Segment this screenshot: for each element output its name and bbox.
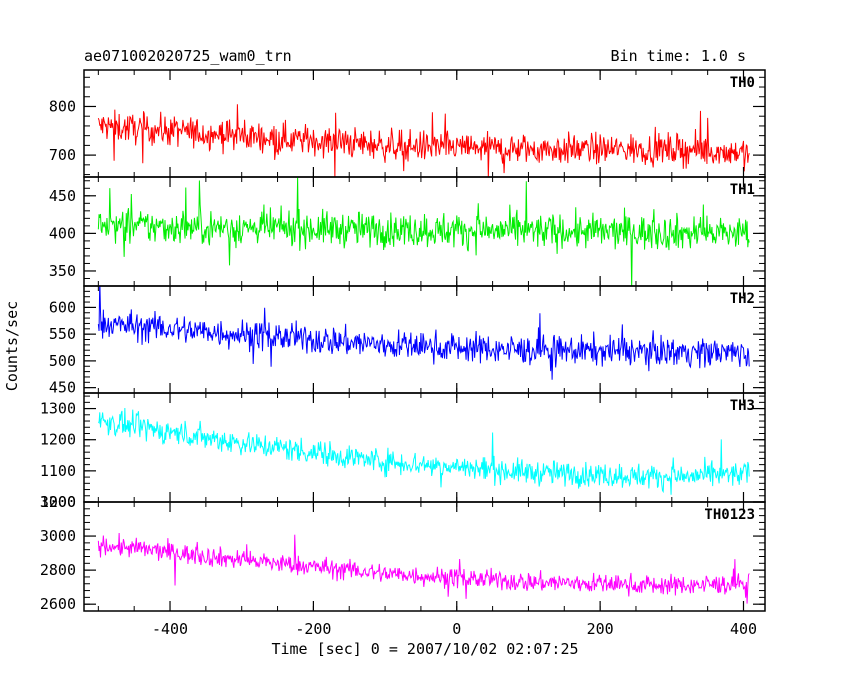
y-tick-label: 3000 <box>40 527 76 545</box>
y-tick-label: 450 <box>49 379 76 397</box>
y-tick-label: 1300 <box>40 400 76 418</box>
series-th2 <box>97 286 750 380</box>
panel-th0: 700 800 TH0 <box>49 69 766 178</box>
y-tick-label: 3200 <box>40 493 76 511</box>
y-tick-label: 1100 <box>40 462 76 480</box>
bin-time-label: Bin time: 1.0 s <box>611 47 746 65</box>
x-tick-label: -200 <box>295 620 331 638</box>
y-tick-label: 1200 <box>40 431 76 449</box>
x-tick-label: 400 <box>730 620 757 638</box>
series-th1 <box>97 177 750 286</box>
y-tick-label: 500 <box>49 352 76 370</box>
series-th0123 <box>97 533 750 604</box>
panel-label: TH2 <box>730 291 755 307</box>
y-tick-label: 350 <box>49 262 76 280</box>
y-tick-label: 2800 <box>40 561 76 579</box>
panel-label: TH1 <box>730 182 755 198</box>
x-axis-label: Time [sec] 0 = 2007/10/02 02:07:25 <box>271 640 578 658</box>
y-axis-label: Counts/sec <box>3 301 21 391</box>
panel-frame <box>83 392 766 503</box>
panel-th0123: 2600 2800 3000 3200 TH0123 <box>40 493 766 613</box>
panel-label: TH3 <box>730 398 755 414</box>
y-tick-label: 600 <box>49 298 76 316</box>
panel-label: TH0 <box>730 75 755 91</box>
y-tick-label: 1000 <box>40 493 76 511</box>
panel-th2: 450 500 550 600 TH2 <box>49 285 766 397</box>
x-tick-label: 200 <box>587 620 614 638</box>
chart-title: ae071002020725_wam0_trn <box>84 47 292 65</box>
y-tick-label: 400 <box>49 224 76 242</box>
panel-th1: 350 400 450 TH1 <box>49 176 766 287</box>
series-th0 <box>97 104 750 177</box>
x-tick-label: 0 <box>452 620 461 638</box>
y-tick-label: 2600 <box>40 595 76 613</box>
series-th3 <box>97 408 750 495</box>
y-tick-label: 800 <box>49 97 76 115</box>
y-tick-label: 700 <box>49 146 76 164</box>
x-tick-label: -400 <box>152 620 188 638</box>
y-tick-label: 450 <box>49 187 76 205</box>
panels: 700 800 TH0 350 400 450 TH1 450 500 550 600 TH2 1000… <box>40 69 766 638</box>
panel-label: TH0123 <box>704 507 755 523</box>
panel-th3: 1000 1100 1200 1300 TH3 <box>40 392 766 511</box>
y-tick-label: 550 <box>49 325 76 343</box>
